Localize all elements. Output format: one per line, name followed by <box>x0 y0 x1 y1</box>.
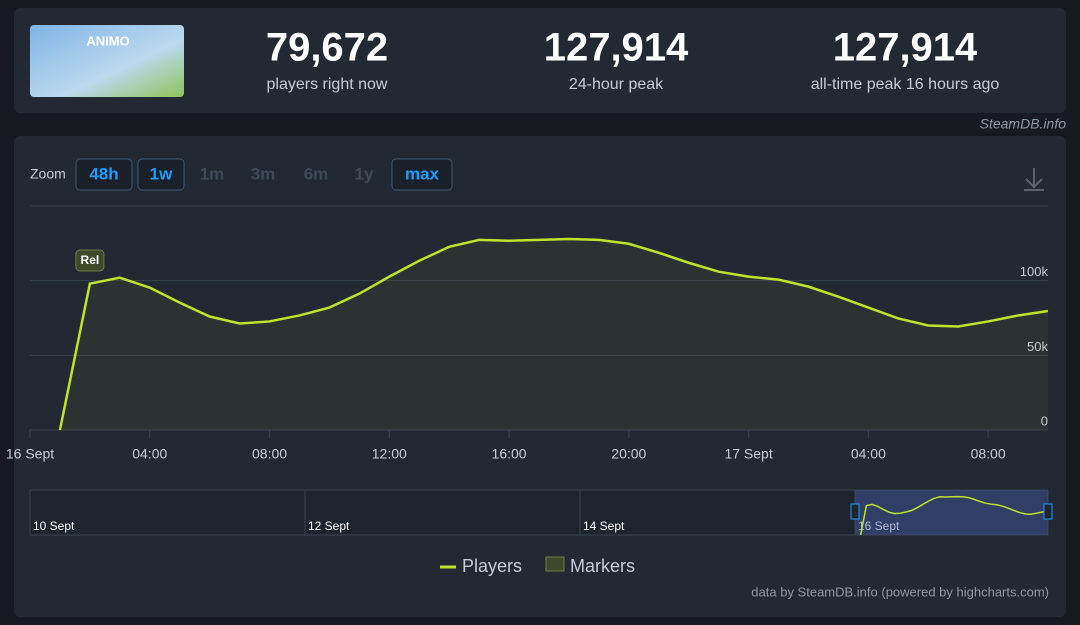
zoom-button-label[interactable]: 48h <box>89 164 118 183</box>
stat-value: 127,914 <box>833 26 978 70</box>
stat-value: 79,672 <box>266 26 388 70</box>
navigator-label: 12 Sept <box>308 519 350 533</box>
marker-flag <box>75 249 105 272</box>
line <box>58 237 1049 431</box>
x-tick-label: 12:00 <box>372 446 407 462</box>
x-tick-label: 08:00 <box>252 446 287 462</box>
x-tick-label: 20:00 <box>611 446 646 462</box>
game-logo: ANIMO <box>86 33 129 48</box>
game-image <box>30 25 184 97</box>
zoom-button-label: 1m <box>200 164 225 183</box>
navigator-handle[interactable] <box>1043 503 1053 520</box>
area <box>59 238 1049 430</box>
y-tick-label: 100k <box>1020 264 1049 279</box>
stat-label: players right now <box>267 76 388 93</box>
y-tick-label: 0 <box>1041 413 1048 428</box>
zoom-button-label: 3m <box>251 164 276 183</box>
x-tick-label: 04:00 <box>132 446 167 462</box>
x-tick-label: 17 Sept <box>724 446 772 462</box>
navigator-label: 14 Sept <box>583 519 625 533</box>
stat-label: all-time peak 16 hours ago <box>811 76 1000 93</box>
source-link[interactable]: SteamDB.info <box>980 116 1067 132</box>
x-tick-label: 16:00 <box>492 446 527 462</box>
navigator-label: 10 Sept <box>33 519 75 533</box>
credits[interactable]: data by SteamDB.info (powered by highcha… <box>751 584 1049 599</box>
navigator-label: 16 Sept <box>858 519 900 533</box>
legend-symbol <box>545 556 565 572</box>
zoom-button[interactable] <box>75 158 133 191</box>
legend-label[interactable]: Markers <box>570 556 635 576</box>
stats-panel <box>14 8 1066 113</box>
zoom-label: Zoom <box>30 166 66 182</box>
zoom-button[interactable] <box>137 158 185 191</box>
stat-label: 24-hour peak <box>569 76 664 93</box>
x-tick-label: 04:00 <box>851 446 886 462</box>
zoom-button-label[interactable]: max <box>405 164 440 183</box>
legend-label[interactable]: Players <box>462 556 522 576</box>
navigator-line <box>859 495 1049 536</box>
zoom-button[interactable] <box>391 158 453 191</box>
download-icon[interactable] <box>1024 168 1044 191</box>
stat-value: 127,914 <box>544 26 689 70</box>
x-tick-label: 08:00 <box>971 446 1006 462</box>
zoom-button-label: 6m <box>304 164 329 183</box>
x-tick-label: 16 Sept <box>6 446 54 462</box>
zoom-button-label[interactable]: 1w <box>150 164 173 183</box>
zoom-button-label: 1y <box>355 164 374 183</box>
y-tick-label: 50k <box>1027 339 1048 354</box>
navigator-handle[interactable] <box>850 503 860 520</box>
marker-label: Rel <box>81 253 100 267</box>
